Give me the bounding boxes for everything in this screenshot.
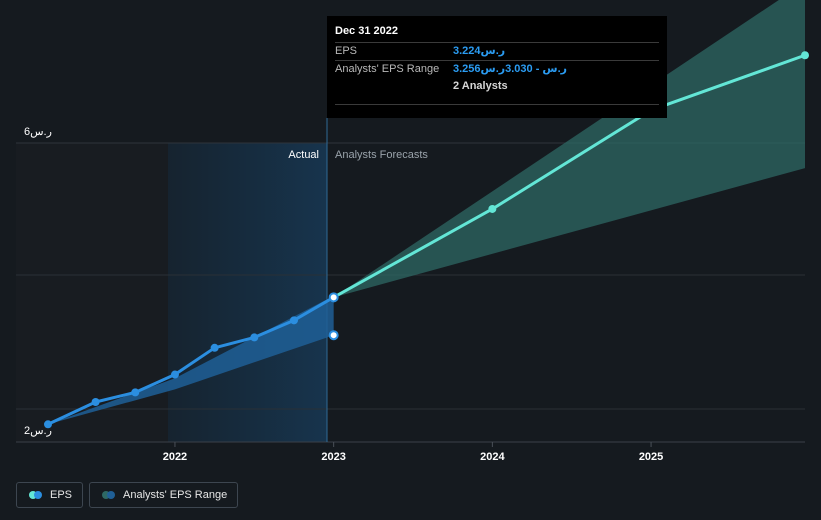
eps-range-band-forecast (333, 0, 805, 298)
tooltip-row-analysts: 2 Analysts (335, 78, 659, 95)
eps-forecast-line (332, 53, 806, 299)
tooltip-date: Dec 31 2022 (335, 25, 398, 37)
tooltip-row-range: Analysts' EPS Range 3.256ر.س - 3.030ر.س (335, 60, 659, 78)
forecast-point-3 (801, 51, 809, 60)
tooltip-divider (335, 104, 659, 105)
legend-range-button[interactable]: Analysts' EPS Range (89, 482, 239, 508)
eps-point-1 (91, 398, 100, 407)
x-tick-label-0: 2022 (163, 451, 187, 463)
tooltip-eps-value: 3.224ر.س (453, 45, 506, 57)
tick-layer: 2022 2023 2024 2025 (163, 442, 663, 463)
tooltip-row-eps: EPS 3.224ر.س (335, 42, 659, 60)
legend-range-label: Analysts' EPS Range (123, 489, 228, 501)
y-label-top: 6ر.س (24, 126, 52, 138)
range-layer (48, 0, 805, 425)
highlight-eps-marker (328, 292, 339, 303)
eps-point-3 (170, 370, 179, 379)
tooltip-analysts-value: 2 Analysts (453, 80, 508, 92)
tooltip-range-label: Analysts' EPS Range (335, 63, 440, 75)
legend-eps-label: EPS (50, 489, 73, 501)
x-tick-label-3: 2025 (639, 451, 663, 463)
tooltip-analysts-label (335, 78, 453, 95)
tooltip: Dec 31 2022 EPS 3.224ر.س Analysts' EPS R… (327, 16, 667, 118)
legend-eps-button[interactable]: EPS (16, 482, 84, 508)
line-layer (44, 51, 809, 429)
eps-point-6 (289, 316, 298, 325)
forecast-point-1 (488, 204, 497, 213)
legend: EPS Analysts' EPS Range (16, 482, 239, 508)
range-legend-icon (102, 491, 116, 499)
tooltip-eps-label: EPS (335, 45, 358, 57)
x-tick-label-1: 2023 (321, 451, 345, 463)
eps-point-0 (44, 420, 52, 429)
tooltip-range-value: 3.256ر.س - 3.030ر.س (453, 63, 567, 75)
y-label-bottom: 2ر.س (24, 425, 52, 437)
highlight-range-marker (328, 330, 339, 341)
actual-region-label: Actual (288, 149, 319, 161)
eps-legend-icon (29, 491, 42, 499)
eps-point-4 (210, 343, 219, 352)
eps-point-2 (131, 388, 140, 397)
x-tick-label-2: 2024 (480, 451, 505, 463)
actual-region-shade (168, 143, 327, 442)
eps-point-5 (250, 333, 259, 342)
forecast-region-label: Analysts Forecasts (335, 149, 428, 161)
eps-actual-line (47, 296, 335, 426)
